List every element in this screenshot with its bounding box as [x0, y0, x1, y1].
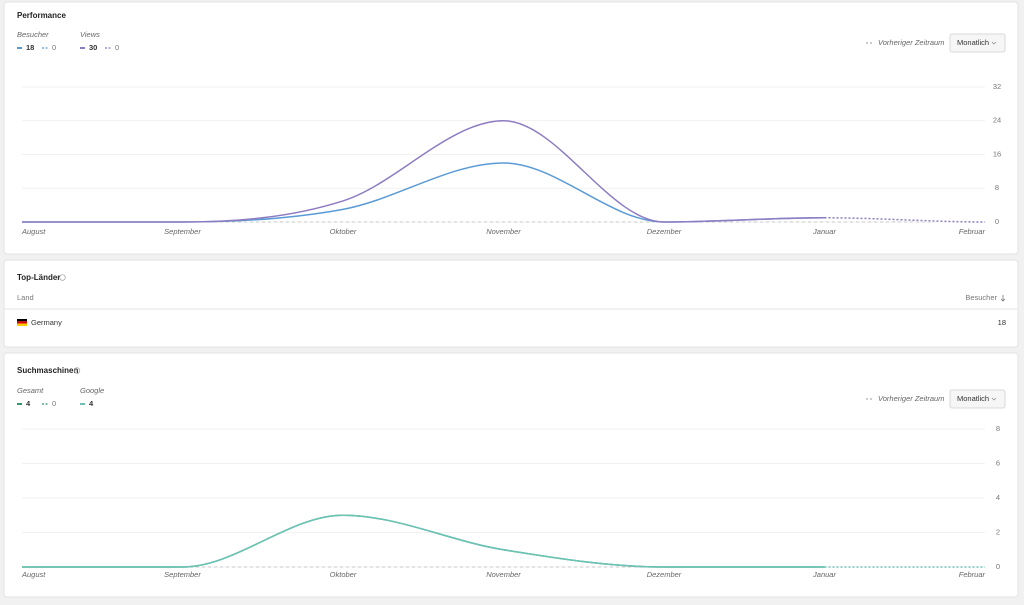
y-tick-label: 2 — [996, 527, 1000, 536]
y-tick-label: 24 — [993, 116, 1001, 125]
legend-label: Vorheriger Zeitraum — [878, 38, 944, 47]
card-title: Suchmaschinen — [17, 366, 78, 375]
period-button[interactable] — [949, 389, 1006, 409]
y-tick-label: 32 — [993, 82, 1001, 91]
x-tick-label: September — [164, 227, 201, 236]
legend-label: Views — [80, 30, 100, 39]
legend-previous-total: 0 — [115, 43, 119, 52]
x-tick-label: August — [21, 570, 46, 579]
legend-total: 4 — [26, 399, 31, 408]
period-button-label[interactable]: Monatlich — [957, 394, 989, 403]
period-button[interactable] — [949, 33, 1006, 53]
period-button-label[interactable]: Monatlich — [957, 38, 989, 47]
column-header[interactable]: Besucher — [965, 293, 997, 302]
x-tick-label: September — [164, 570, 201, 579]
country-name: Germany — [31, 318, 62, 327]
x-tick-label: Dezember — [647, 227, 682, 236]
card-title: Top-Länder — [17, 273, 60, 282]
countries-card — [3, 259, 1019, 348]
y-tick-label: 8 — [995, 183, 999, 192]
legend-total: 4 — [89, 399, 94, 408]
x-tick-label: November — [486, 570, 521, 579]
legend-label: Vorheriger Zeitraum — [878, 394, 944, 403]
x-tick-label: Januar — [812, 570, 836, 579]
performance-card — [3, 1, 1019, 255]
series-line — [22, 119, 986, 223]
y-tick-label: 6 — [996, 458, 1000, 467]
dropdown-icon[interactable] — [991, 41, 997, 45]
x-tick-label: August — [21, 227, 46, 236]
legend-previous-total: 0 — [52, 399, 56, 408]
search-card — [3, 352, 1019, 598]
legend-total: 18 — [26, 43, 34, 52]
y-tick-label: 16 — [993, 149, 1001, 158]
x-tick-label: Dezember — [647, 570, 682, 579]
dropdown-icon[interactable] — [991, 397, 997, 401]
legend-label: Besucher — [17, 30, 49, 39]
x-tick-label: Oktober — [330, 570, 357, 579]
y-tick-label: 8 — [996, 424, 1000, 433]
y-tick-label: 0 — [996, 562, 1000, 571]
x-tick-label: Februar — [959, 570, 986, 579]
series-line — [22, 514, 985, 568]
card-title: Performance — [17, 11, 66, 20]
info-icon[interactable] — [73, 367, 81, 374]
country-visitors: 18 — [998, 318, 1006, 327]
legend-label: Google — [80, 386, 104, 395]
x-tick-label: Oktober — [330, 227, 357, 236]
legend-label: Gesamt — [17, 386, 44, 395]
y-tick-label: 0 — [995, 217, 999, 226]
flag-de — [17, 319, 27, 326]
x-tick-label: Januar — [812, 227, 836, 236]
sort-icon[interactable] — [1000, 295, 1006, 302]
info-icon[interactable] — [59, 274, 66, 281]
legend-total: 30 — [89, 43, 97, 52]
incomplete-segment — [824, 217, 986, 223]
x-tick-label: November — [486, 227, 521, 236]
column-header: Land — [17, 293, 34, 302]
y-tick-label: 4 — [996, 493, 1000, 502]
legend-previous-total: 0 — [52, 43, 56, 52]
x-tick-label: Februar — [959, 227, 986, 236]
